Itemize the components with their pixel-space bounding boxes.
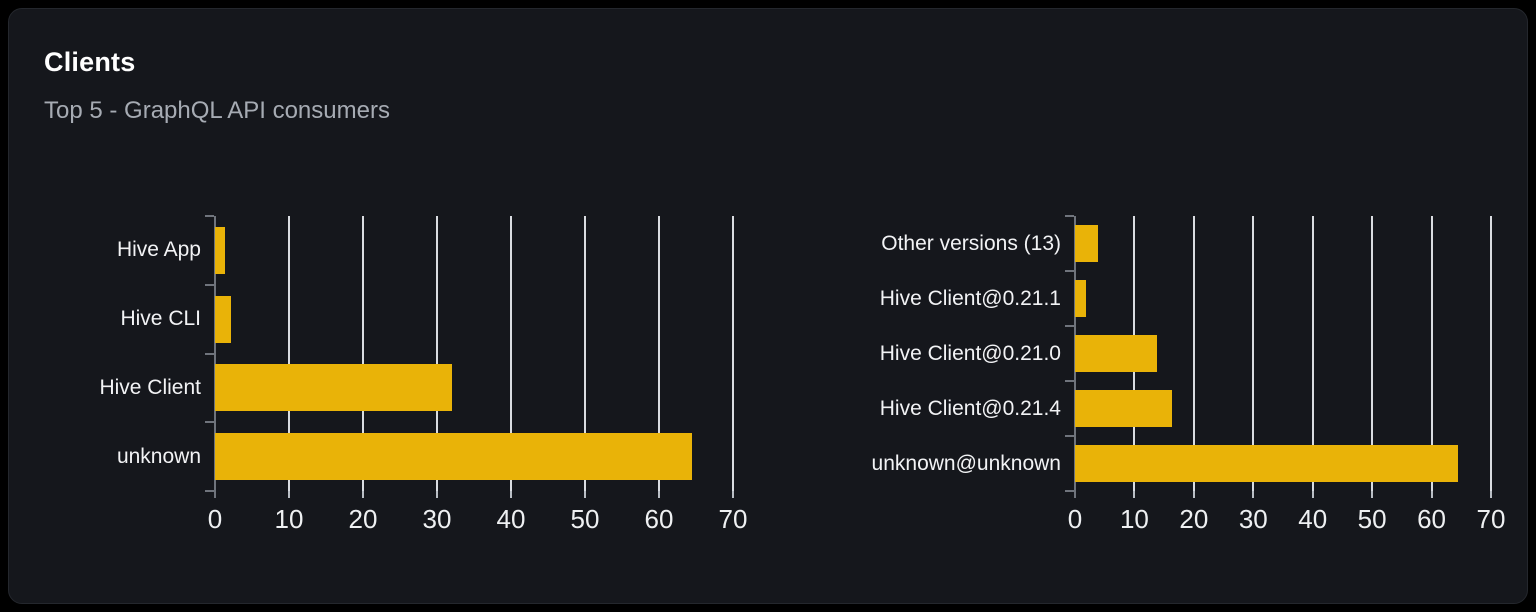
bar-row: [215, 354, 733, 423]
x-tick-label: 50: [1357, 504, 1387, 534]
card-subtitle: Top 5 - GraphQL API consumers: [44, 97, 390, 124]
y-axis-category-labels: Other versions (13) Hive Client@0.21.1 Hiv…: [845, 216, 1075, 491]
x-tick-label: 0: [1067, 504, 1083, 534]
gridline: [1311, 216, 1314, 491]
bar[interactable]: [215, 364, 452, 412]
x-axis-tick: [288, 491, 290, 498]
bar[interactable]: [1075, 335, 1157, 372]
x-tick-label: 60: [644, 504, 674, 534]
x-axis-tick: [658, 491, 660, 498]
card-title: Clients: [44, 47, 136, 77]
bar-row: [1075, 326, 1491, 381]
gridline: [1490, 216, 1492, 491]
x-tick-label: 40: [496, 504, 526, 534]
category-label: Hive Client@0.21.4: [879, 396, 1061, 420]
x-axis-tick: [436, 491, 438, 498]
x-tick-label: 50: [570, 504, 600, 534]
y-axis-tick: [1065, 435, 1074, 437]
gridline: [732, 216, 734, 491]
bar-row: [215, 216, 733, 285]
x-axis-tick: [1311, 491, 1314, 498]
y-axis-tick: [1065, 215, 1074, 217]
gridline: [1430, 216, 1433, 491]
x-tick-label: 40: [1298, 504, 1328, 534]
y-axis-tick: [1065, 325, 1074, 327]
bar-row: [1075, 216, 1491, 271]
y-axis-tick: [1065, 380, 1074, 382]
x-axis-tick: [1252, 491, 1255, 498]
x-axis-tick: [1430, 491, 1433, 498]
x-axis-tick: [214, 491, 216, 498]
x-axis-tick: [1371, 491, 1374, 498]
x-axis-tick: [1192, 491, 1195, 498]
x-tick-label: 60: [1417, 504, 1447, 534]
x-axis-tick: [1490, 491, 1492, 498]
x-tick-label: 20: [1179, 504, 1209, 534]
gridline: [1371, 216, 1374, 491]
gridline: [584, 216, 586, 491]
x-tick-label: 10: [274, 504, 304, 534]
gridline: [658, 216, 660, 491]
category-label: Hive Client@0.21.0: [879, 341, 1061, 365]
bar-row: [215, 285, 733, 354]
category-label: Hive Client: [99, 375, 201, 399]
y-axis-category-labels: Hive App Hive CLI Hive Client unknown: [55, 216, 215, 491]
y-axis-tick: [205, 215, 214, 217]
gridline: [1192, 216, 1195, 491]
category-label: Other versions (13): [881, 231, 1061, 255]
bar-rows: [1075, 216, 1491, 491]
bar-rows: [215, 216, 733, 491]
x-axis-tick: [584, 491, 586, 498]
gridline: [1252, 216, 1255, 491]
plot-area: 0 10 20 30 40 50 60 70: [1065, 215, 1505, 534]
bar[interactable]: [1075, 280, 1086, 317]
clients-bar-chart: Hive App Hive CLI Hive Client unknown 0 10 20 3…: [55, 215, 747, 534]
x-tick-label: 10: [1119, 504, 1149, 534]
gridline: [510, 216, 512, 491]
x-tick-label: 20: [348, 504, 378, 534]
x-tick-label: 70: [1476, 504, 1506, 534]
bar-row: [215, 422, 733, 491]
y-axis-line: [214, 216, 216, 491]
x-axis-tick: [732, 491, 734, 498]
bar[interactable]: [1075, 390, 1173, 427]
gridline: [288, 216, 290, 491]
bar-row: [1075, 436, 1491, 491]
x-tick-label: 70: [718, 504, 748, 534]
y-axis-tick: [1065, 490, 1074, 492]
x-axis-tick: [510, 491, 512, 498]
bar-row: [1075, 381, 1491, 436]
x-axis-tick: [1074, 491, 1076, 498]
category-label: Hive App: [116, 238, 201, 262]
category-label: Hive CLI: [120, 307, 201, 331]
plot-area: 0 10 20 30 40 50 60 70: [205, 215, 747, 534]
bar[interactable]: [215, 433, 692, 481]
x-tick-label: 30: [422, 504, 452, 534]
gridline: [436, 216, 438, 491]
category-label: unknown@unknown: [871, 451, 1061, 475]
client-versions-bar-chart: Other versions (13) Hive Client@0.21.1 Hiv…: [845, 215, 1505, 534]
gridline: [362, 216, 364, 491]
clients-card: Clients Top 5 - GraphQL API consumers Hi…: [8, 8, 1528, 604]
x-tick-label: 30: [1238, 504, 1268, 534]
y-axis-tick: [205, 490, 214, 492]
bar[interactable]: [1075, 225, 1099, 262]
bar[interactable]: [1075, 445, 1458, 482]
x-axis-tick: [1133, 491, 1136, 498]
bar[interactable]: [215, 226, 226, 274]
category-label: Hive Client@0.21.1: [879, 286, 1061, 310]
bar-row: [1075, 271, 1491, 326]
x-axis-tick: [362, 491, 364, 498]
y-axis-tick: [205, 421, 214, 424]
y-axis-tick: [205, 283, 214, 286]
x-tick-label: 0: [207, 504, 223, 534]
y-axis-tick: [205, 352, 214, 355]
category-label: unknown: [116, 444, 201, 468]
y-axis-tick: [1065, 270, 1074, 272]
bar[interactable]: [215, 295, 232, 343]
